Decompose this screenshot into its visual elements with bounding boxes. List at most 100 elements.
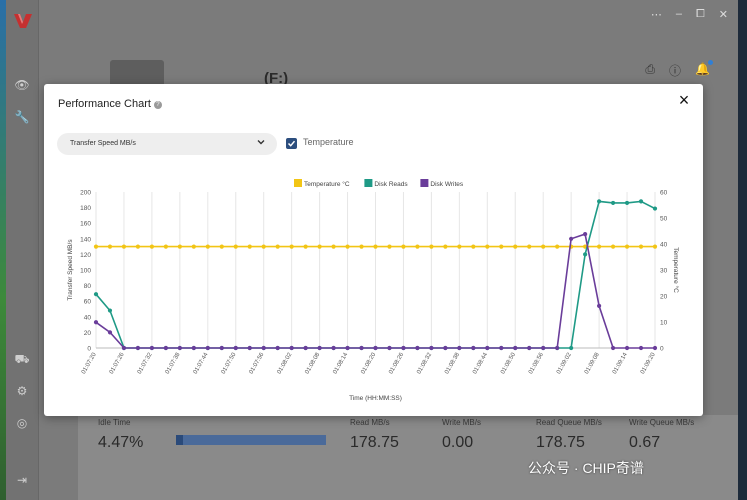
watermark: 公众号 · CHIP奇谱 bbox=[528, 460, 644, 476]
data-point bbox=[205, 244, 210, 249]
data-point bbox=[555, 345, 560, 351]
y-tick-label: 180 bbox=[80, 205, 91, 212]
bell-icon[interactable]: 🔔 bbox=[695, 60, 713, 79]
y-tick-label: 140 bbox=[80, 236, 91, 243]
info-icon[interactable]: ⓘ bbox=[669, 64, 682, 78]
data-point bbox=[555, 244, 560, 249]
arrow-right-icon[interactable]: ⇥ bbox=[16, 473, 28, 487]
y-tick-label: 60 bbox=[84, 299, 92, 306]
data-point bbox=[429, 345, 434, 351]
y-tick-label: 200 bbox=[80, 190, 91, 197]
data-point bbox=[583, 252, 588, 257]
minimize-button[interactable]: – bbox=[675, 8, 682, 20]
data-point bbox=[219, 244, 224, 249]
data-point bbox=[429, 244, 434, 249]
data-point bbox=[373, 244, 378, 249]
performance-line-chart: 0 20 40 60 80 100 120 140 160 180 200 0 10 20 30 40 50 60… bbox=[67, 179, 680, 402]
y2-tick-label: 50 bbox=[660, 216, 668, 223]
temperature-checkbox[interactable] bbox=[286, 138, 297, 149]
data-point bbox=[652, 206, 658, 211]
stat-write-queue: Write Queue MB/s 0.67 bbox=[629, 418, 694, 452]
data-point bbox=[485, 345, 490, 351]
truck-icon[interactable]: ⛟ bbox=[14, 352, 30, 366]
data-point bbox=[513, 244, 518, 249]
x-tick-label: 01:09:08 bbox=[584, 351, 601, 375]
stat-value: 0.67 bbox=[629, 434, 661, 451]
y2-tick-label: 30 bbox=[660, 268, 668, 275]
data-point bbox=[610, 345, 616, 351]
data-point bbox=[149, 244, 154, 249]
more-button[interactable]: ⋯ bbox=[650, 9, 662, 21]
stat-value: 178.75 bbox=[536, 434, 585, 451]
data-point bbox=[471, 244, 476, 249]
legend-swatch bbox=[364, 179, 373, 187]
y-tick-label: 80 bbox=[84, 283, 92, 290]
x-tick-label: 01:08:26 bbox=[388, 351, 405, 375]
y-tick-label: 160 bbox=[80, 221, 91, 228]
data-point bbox=[610, 200, 616, 206]
maximize-button[interactable]: ⧠ bbox=[695, 8, 705, 20]
drive-image bbox=[110, 60, 164, 88]
data-point bbox=[107, 330, 113, 335]
x-tick-label: 01:08:38 bbox=[444, 351, 461, 375]
data-point bbox=[331, 345, 336, 351]
dialog-title-text: Performance Chart bbox=[58, 98, 151, 110]
stat-write: Write MB/s 0.00 bbox=[442, 418, 481, 452]
data-point bbox=[387, 244, 392, 249]
close-window-button[interactable]: ✕ bbox=[718, 9, 728, 21]
data-point bbox=[597, 303, 602, 308]
metric-select[interactable]: Transfer Speed MB/s bbox=[57, 133, 277, 155]
data-point bbox=[191, 345, 196, 351]
x-tick-label: 01:09:02 bbox=[556, 351, 573, 375]
y2-tick-label: 10 bbox=[660, 320, 668, 327]
data-point bbox=[275, 345, 280, 351]
data-point bbox=[415, 244, 420, 249]
wrench-icon[interactable]: 🔧 bbox=[14, 110, 30, 124]
legend-swatch bbox=[294, 179, 302, 187]
x-axis-title: Time (HH:MM:SS) bbox=[349, 395, 402, 402]
data-point bbox=[499, 244, 504, 249]
data-point bbox=[652, 345, 658, 351]
data-point bbox=[597, 244, 602, 249]
stat-value: 178.75 bbox=[350, 434, 399, 451]
x-tick-label: 01:07:38 bbox=[165, 351, 182, 375]
desktop-background-right bbox=[738, 0, 747, 500]
data-point bbox=[149, 345, 154, 351]
legend-label: Disk Reads bbox=[374, 181, 408, 188]
data-point bbox=[638, 244, 644, 249]
x-tick-label: 01:07:50 bbox=[221, 351, 238, 375]
data-point bbox=[233, 345, 238, 351]
performance-chart-dialog: Performance Chart? × Transfer Speed MB/s… bbox=[44, 84, 703, 416]
data-point bbox=[513, 345, 518, 351]
check-icon bbox=[287, 140, 296, 147]
help-circle-icon[interactable]: ◎ bbox=[16, 416, 28, 430]
data-point bbox=[275, 244, 280, 249]
app-logo bbox=[14, 14, 32, 28]
data-point bbox=[359, 345, 364, 351]
x-tick-label: 01:08:20 bbox=[360, 351, 377, 375]
data-point bbox=[624, 345, 630, 351]
idle-time-bar bbox=[176, 435, 326, 445]
stat-read-queue: Read Queue MB/s 178.75 bbox=[536, 418, 602, 452]
stat-idle-time: Idle Time 4.47% bbox=[98, 418, 143, 452]
data-point bbox=[163, 244, 168, 249]
data-point bbox=[93, 244, 99, 249]
data-point bbox=[373, 345, 378, 351]
close-icon[interactable]: × bbox=[678, 90, 690, 110]
data-point bbox=[638, 199, 644, 204]
data-point bbox=[93, 292, 99, 297]
data-point bbox=[261, 244, 266, 249]
data-point bbox=[401, 345, 406, 351]
cast-icon[interactable]: ⎙ bbox=[645, 62, 656, 76]
data-point bbox=[121, 345, 127, 351]
eye-icon[interactable]: 👁 bbox=[14, 78, 30, 92]
help-icon[interactable]: ? bbox=[153, 101, 162, 109]
stat-label: Read MB/s bbox=[350, 418, 390, 427]
y-tick-label: 20 bbox=[84, 330, 92, 337]
window-controls: ⋯ – ⧠ ✕ bbox=[651, 8, 728, 21]
stat-value: 0.00 bbox=[442, 434, 474, 451]
data-point bbox=[457, 244, 462, 249]
data-point bbox=[624, 200, 630, 206]
gear-icon[interactable]: ⚙ bbox=[16, 384, 28, 398]
data-point bbox=[177, 244, 182, 249]
